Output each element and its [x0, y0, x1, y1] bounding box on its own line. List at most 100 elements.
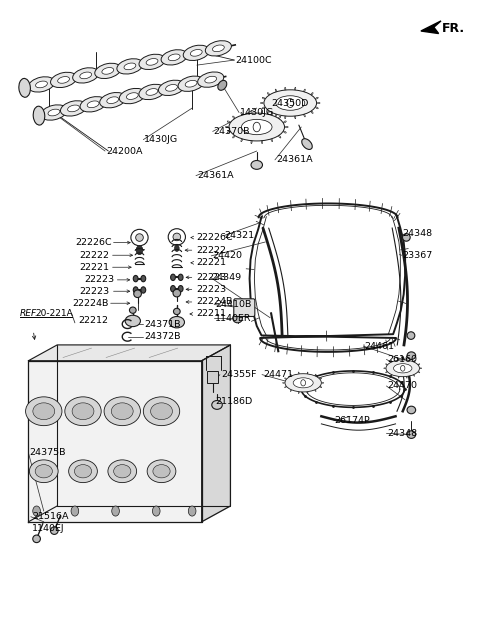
Ellipse shape [407, 332, 415, 339]
Ellipse shape [418, 372, 420, 373]
Ellipse shape [278, 116, 281, 118]
Ellipse shape [151, 403, 172, 420]
Ellipse shape [173, 308, 180, 315]
Ellipse shape [407, 406, 416, 414]
Ellipse shape [74, 465, 92, 478]
Ellipse shape [100, 92, 126, 108]
Text: 26174P: 26174P [335, 417, 371, 425]
Ellipse shape [311, 111, 313, 113]
Ellipse shape [261, 140, 263, 144]
Ellipse shape [394, 364, 412, 373]
Ellipse shape [212, 401, 222, 410]
Ellipse shape [241, 139, 242, 142]
Ellipse shape [307, 391, 308, 394]
Text: 22221: 22221 [196, 258, 226, 267]
Circle shape [174, 245, 179, 251]
Ellipse shape [315, 389, 316, 391]
Ellipse shape [191, 49, 202, 56]
Text: 20-221A: 20-221A [36, 309, 73, 318]
Ellipse shape [386, 360, 420, 377]
Text: FR.: FR. [442, 22, 465, 35]
Text: 1140ER: 1140ER [215, 314, 252, 323]
Ellipse shape [170, 285, 175, 292]
Text: 22222: 22222 [196, 246, 226, 254]
Bar [207, 371, 218, 384]
Ellipse shape [251, 161, 263, 170]
Ellipse shape [293, 378, 313, 388]
Ellipse shape [261, 110, 263, 114]
Text: 24420: 24420 [212, 251, 242, 260]
Polygon shape [28, 361, 202, 522]
Ellipse shape [271, 139, 273, 142]
Circle shape [33, 506, 40, 516]
Ellipse shape [139, 84, 165, 99]
Text: 21516A: 21516A [32, 512, 68, 521]
Ellipse shape [285, 373, 322, 392]
Ellipse shape [285, 87, 286, 91]
Text: 22223: 22223 [196, 285, 226, 294]
Ellipse shape [158, 80, 184, 96]
Ellipse shape [218, 80, 227, 91]
Text: 22226C: 22226C [75, 238, 111, 247]
Ellipse shape [391, 360, 392, 362]
Ellipse shape [178, 285, 183, 292]
Ellipse shape [295, 115, 296, 119]
Ellipse shape [290, 389, 291, 391]
Ellipse shape [290, 374, 291, 376]
Ellipse shape [41, 105, 67, 120]
Ellipse shape [48, 109, 60, 116]
Ellipse shape [87, 101, 99, 108]
Ellipse shape [205, 76, 216, 83]
Text: 24349: 24349 [211, 273, 241, 282]
Ellipse shape [166, 84, 178, 91]
Text: 23367: 23367 [403, 251, 433, 260]
Ellipse shape [213, 45, 224, 52]
Ellipse shape [302, 139, 312, 149]
Circle shape [71, 506, 79, 516]
Ellipse shape [315, 374, 316, 376]
Text: 22223: 22223 [196, 273, 226, 282]
Text: 1430JG: 1430JG [144, 135, 179, 144]
Ellipse shape [65, 397, 101, 425]
Ellipse shape [384, 368, 385, 369]
Text: 24355F: 24355F [221, 370, 256, 379]
Ellipse shape [262, 107, 265, 109]
Ellipse shape [108, 460, 137, 482]
Text: 24371B: 24371B [144, 320, 181, 329]
Ellipse shape [398, 358, 399, 361]
Ellipse shape [126, 92, 138, 99]
Text: 24410B: 24410B [215, 300, 252, 309]
Text: 24471: 24471 [263, 370, 293, 379]
Ellipse shape [95, 63, 121, 78]
Ellipse shape [391, 375, 392, 376]
Ellipse shape [173, 233, 180, 241]
Ellipse shape [183, 45, 209, 61]
Ellipse shape [276, 96, 305, 110]
Ellipse shape [102, 68, 114, 74]
Ellipse shape [233, 116, 235, 118]
Ellipse shape [161, 50, 187, 65]
Text: 24200A: 24200A [106, 146, 143, 156]
Ellipse shape [241, 120, 272, 135]
Ellipse shape [284, 131, 286, 133]
Text: 24375B: 24375B [29, 448, 66, 458]
Ellipse shape [168, 229, 185, 245]
Ellipse shape [233, 314, 242, 323]
Ellipse shape [229, 113, 285, 141]
Text: 22226C: 22226C [196, 233, 233, 242]
Text: 22212: 22212 [79, 316, 108, 325]
Ellipse shape [407, 352, 416, 360]
Ellipse shape [198, 72, 224, 87]
Ellipse shape [168, 54, 180, 61]
Ellipse shape [267, 92, 270, 95]
Ellipse shape [25, 397, 62, 425]
Polygon shape [28, 345, 230, 361]
Ellipse shape [146, 89, 158, 96]
Ellipse shape [185, 80, 197, 87]
Ellipse shape [403, 234, 410, 241]
Ellipse shape [147, 460, 176, 482]
Ellipse shape [233, 135, 235, 138]
Ellipse shape [285, 127, 288, 128]
Text: 24350D: 24350D [271, 99, 309, 108]
Ellipse shape [398, 376, 399, 379]
